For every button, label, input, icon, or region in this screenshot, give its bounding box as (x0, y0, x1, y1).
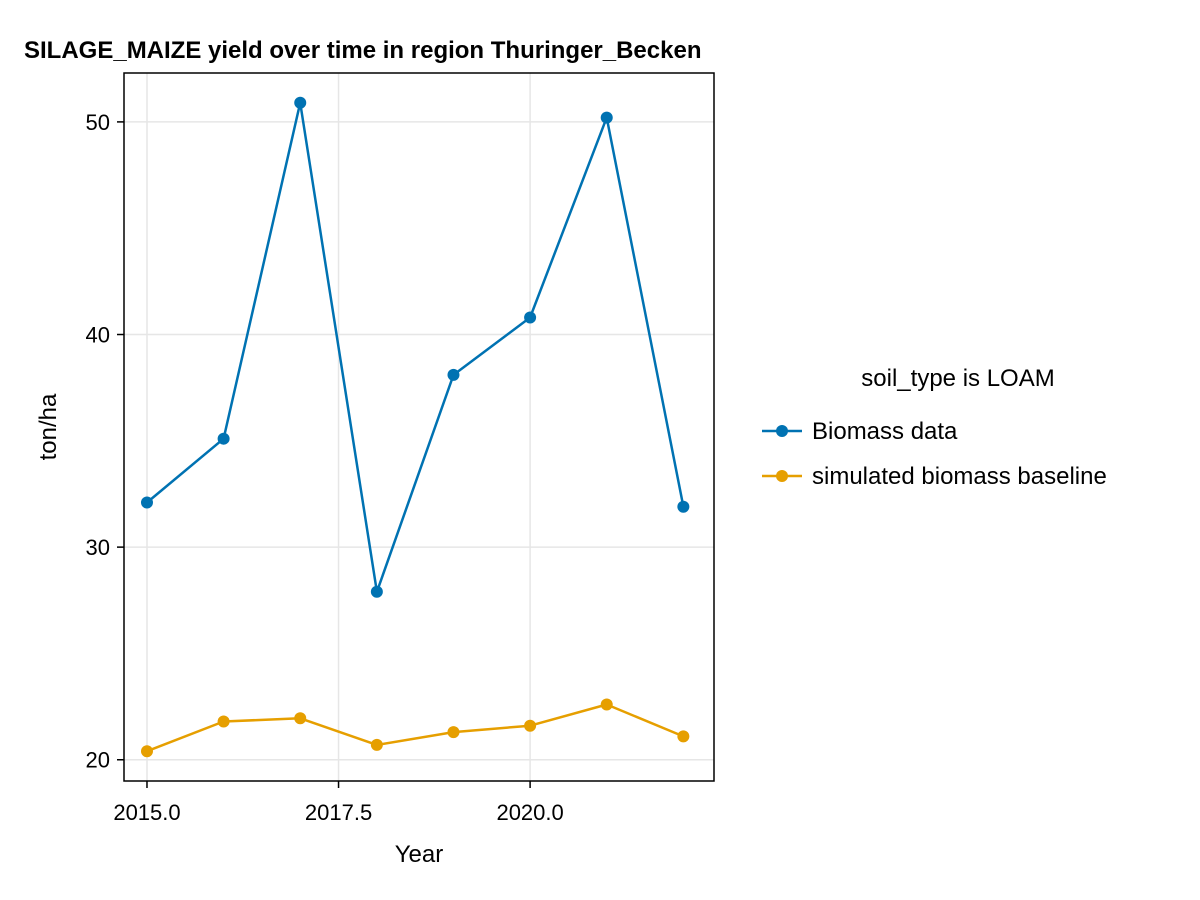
data-point (140, 745, 153, 758)
data-point (447, 726, 460, 739)
x-tick-label: 2015.0 (113, 800, 180, 825)
chart-title: SILAGE_MAIZE yield over time in region T… (24, 37, 701, 64)
series-layer (140, 96, 690, 758)
series-line (146, 101, 685, 594)
legend-label: simulated biomass baseline (812, 463, 1107, 490)
grid (124, 73, 714, 781)
data-point (370, 738, 383, 751)
x-tick-label: 2020.0 (496, 800, 563, 825)
series-1 (140, 96, 690, 598)
data-point (677, 500, 690, 513)
series-2 (140, 698, 690, 758)
legend: soil_type is LOAM Biomass data simulated … (762, 365, 1107, 490)
y-tick-label: 40 (86, 323, 110, 348)
data-point (677, 730, 690, 743)
x-tick-label: 2017.5 (305, 800, 372, 825)
legend-item: Biomass data (762, 418, 958, 445)
data-point (217, 715, 230, 728)
data-point (217, 432, 230, 445)
legend-item: simulated biomass baseline (762, 463, 1107, 490)
data-point (524, 311, 537, 324)
y-axis-label: ton/ha (35, 393, 62, 460)
legend-swatch-marker (776, 425, 788, 437)
legend-items: Biomass data simulated biomass baseline (762, 418, 1107, 490)
legend-title: soil_type is LOAM (861, 365, 1054, 392)
x-axis-label: Year (395, 841, 444, 868)
y-tick-label: 30 (86, 535, 110, 560)
data-point (447, 368, 460, 381)
data-point (294, 712, 307, 725)
data-point (600, 698, 613, 711)
y-tick-label: 50 (86, 110, 110, 135)
legend-swatch-marker (776, 470, 788, 482)
data-point (294, 96, 307, 109)
plot-frame (123, 72, 715, 782)
ticks: 2015.0 2017.5 2020.0 20 30 40 50 (86, 110, 564, 825)
data-point (524, 719, 537, 732)
series-line (146, 703, 684, 753)
data-point (600, 111, 613, 124)
legend-label: Biomass data (812, 418, 958, 445)
data-point (370, 585, 383, 598)
data-point (140, 496, 153, 509)
y-tick-label: 20 (86, 748, 110, 773)
